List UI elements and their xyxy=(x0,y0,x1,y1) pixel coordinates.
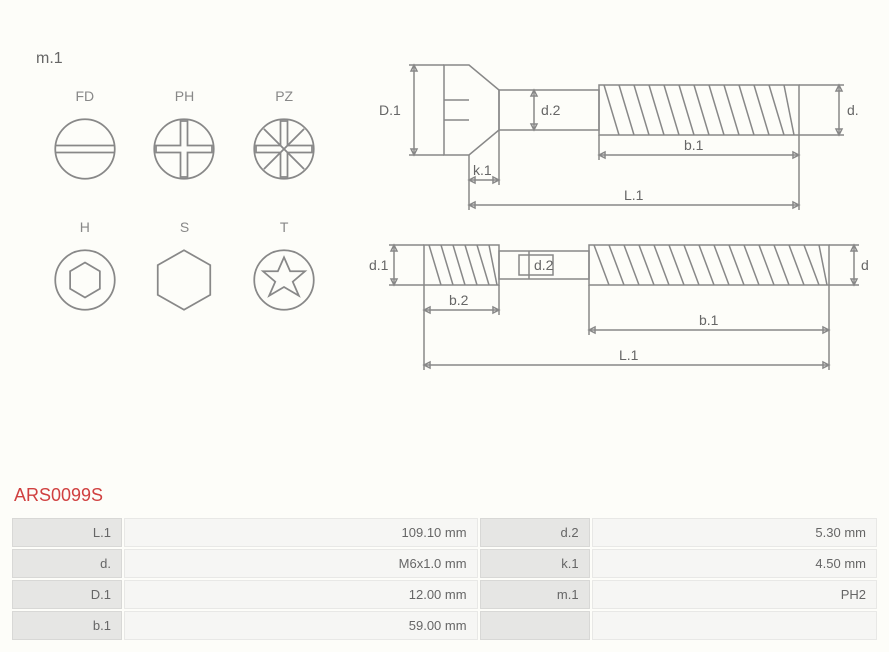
table-row: L.1 109.10 mm d.2 5.30 mm xyxy=(12,518,877,547)
spec-value: 109.10 mm xyxy=(124,518,478,547)
drive-fd-label: FD xyxy=(40,88,130,104)
dim-D1: D.1 xyxy=(379,102,401,118)
table-row: D.1 12.00 mm m.1 PH2 xyxy=(12,580,877,609)
product-code: ARS0099S xyxy=(14,485,879,506)
dim-L1-bot: L.1 xyxy=(619,347,639,363)
drive-h: H xyxy=(40,219,130,320)
spec-value: 4.50 mm xyxy=(592,549,877,578)
table-row: b.1 59.00 mm xyxy=(12,611,877,640)
drive-h-label: H xyxy=(40,219,130,235)
torx-drive-icon xyxy=(249,245,319,315)
spec-value: PH2 xyxy=(592,580,877,609)
drive-s-label: S xyxy=(140,219,230,235)
drive-t-label: T xyxy=(239,219,329,235)
dim-d2-bot: d.2 xyxy=(534,257,554,273)
spec-value: 12.00 mm xyxy=(124,580,478,609)
dim-d1-bot: d.1 xyxy=(369,257,389,273)
drive-t: T xyxy=(239,219,329,320)
drive-pz-label: PZ xyxy=(239,88,329,104)
spec-value: M6x1.0 mm xyxy=(124,549,478,578)
spec-table: L.1 109.10 mm d.2 5.30 mm d. M6x1.0 mm k… xyxy=(10,516,879,642)
dim-k1: k.1 xyxy=(473,162,492,178)
pozidriv-drive-icon xyxy=(249,114,319,184)
drive-icon-grid: FD PH PZ xyxy=(20,88,349,320)
drive-type-panel: m.1 FD PH PZ xyxy=(20,30,349,435)
drive-fd: FD xyxy=(40,88,130,189)
spec-label: k.1 xyxy=(480,549,590,578)
dim-L1-top: L.1 xyxy=(624,187,644,203)
hex-socket-drive-icon xyxy=(50,245,120,315)
spec-value xyxy=(592,611,877,640)
spec-label: D.1 xyxy=(12,580,122,609)
spec-label xyxy=(480,611,590,640)
spec-label: b.1 xyxy=(12,611,122,640)
screw-diagram: D.1 d.2 d. k.1 xyxy=(369,30,869,430)
hex-external-drive-icon xyxy=(149,245,219,315)
table-row: d. M6x1.0 mm k.1 4.50 mm xyxy=(12,549,877,578)
dim-b1-top: b.1 xyxy=(684,137,704,153)
dim-b2: b.2 xyxy=(449,292,469,308)
drive-s: S xyxy=(140,219,230,320)
dim-d: d. xyxy=(847,102,859,118)
drive-ph: PH xyxy=(140,88,230,189)
dim-d-bot: d. xyxy=(861,257,869,273)
dim-d2: d.2 xyxy=(541,102,561,118)
flat-drive-icon xyxy=(50,114,120,184)
spec-label: m.1 xyxy=(480,580,590,609)
m1-label: m.1 xyxy=(36,50,349,68)
spec-label: d.2 xyxy=(480,518,590,547)
drive-ph-label: PH xyxy=(140,88,230,104)
drive-pz: PZ xyxy=(239,88,329,189)
spec-value: 59.00 mm xyxy=(124,611,478,640)
spec-value: 5.30 mm xyxy=(592,518,877,547)
spec-label: L.1 xyxy=(12,518,122,547)
spec-label: d. xyxy=(12,549,122,578)
phillips-drive-icon xyxy=(149,114,219,184)
screw-diagram-panel: D.1 d.2 d. k.1 xyxy=(369,30,869,435)
dim-b1-bot: b.1 xyxy=(699,312,719,328)
